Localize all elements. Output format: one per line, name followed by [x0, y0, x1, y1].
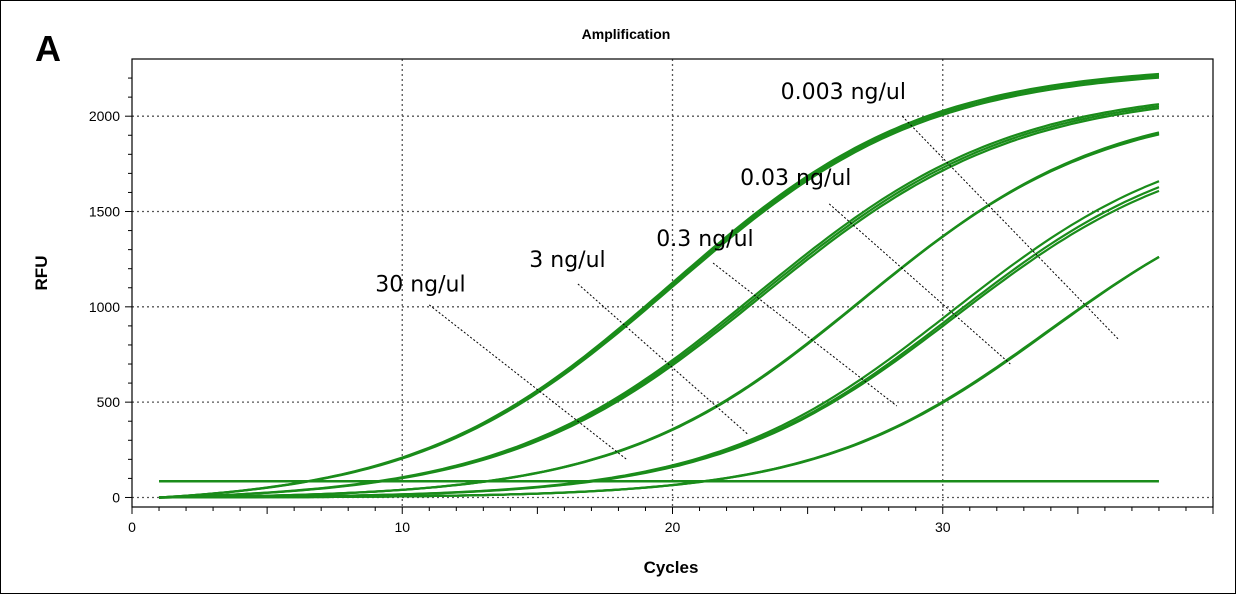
chart-title: Amplification — [582, 26, 671, 42]
leader-line — [828, 203, 1011, 365]
x-tick-label: 10 — [394, 519, 410, 535]
x-tick-label: 30 — [935, 519, 951, 535]
amplification-curve[interactable] — [158, 107, 1160, 499]
amplification-curve[interactable] — [159, 255, 1160, 499]
leader-line — [712, 262, 898, 407]
y-tick-label: 2000 — [89, 108, 120, 124]
panel-label: A — [35, 28, 61, 69]
y-tick-label: 500 — [97, 394, 121, 410]
x-axis-label: Cycles — [644, 558, 699, 577]
series-label: 0.03 ng/ul — [740, 166, 851, 191]
series-annotations: 30 ng/ul 3 ng/ul 0.3 ng/ul 0.03 ng/ul 0.003 … — [375, 80, 906, 298]
amplification-curve[interactable] — [158, 74, 1160, 499]
leader-line — [901, 115, 1119, 340]
series-0 — [158, 72, 1160, 499]
curve-layer — [158, 72, 1160, 499]
amplification-curve[interactable] — [159, 255, 1160, 499]
leader-line — [577, 283, 749, 435]
leader-line — [428, 304, 627, 460]
amplification-curve[interactable] — [158, 105, 1160, 499]
series-2 — [158, 131, 1160, 499]
amplification-curve[interactable] — [158, 133, 1160, 499]
x-tick-label: 20 — [665, 519, 681, 535]
series-4 — [159, 255, 1160, 499]
series-label: 30 ng/ul — [375, 273, 465, 298]
leader-lines — [428, 115, 1119, 460]
amplification-curve[interactable] — [158, 103, 1160, 499]
amplification-curve[interactable] — [158, 132, 1160, 499]
y-axis-label: RFU — [32, 256, 51, 291]
series-label: 3 ng/ul — [529, 248, 605, 273]
amplification-curve[interactable] — [158, 131, 1160, 499]
axis-ticks: 0 10 20 30 0 500 1000 1500 2000 — [89, 77, 1214, 535]
series-1 — [158, 103, 1160, 499]
x-tick-label: 0 — [128, 519, 136, 535]
y-tick-label: 1000 — [89, 299, 120, 315]
y-tick-label: 0 — [112, 489, 120, 505]
series-label: 0.3 ng/ul — [656, 227, 753, 252]
y-tick-label: 1500 — [89, 204, 120, 220]
series-label: 0.003 ng/ul — [781, 80, 906, 105]
grid-lines — [132, 59, 1213, 507]
